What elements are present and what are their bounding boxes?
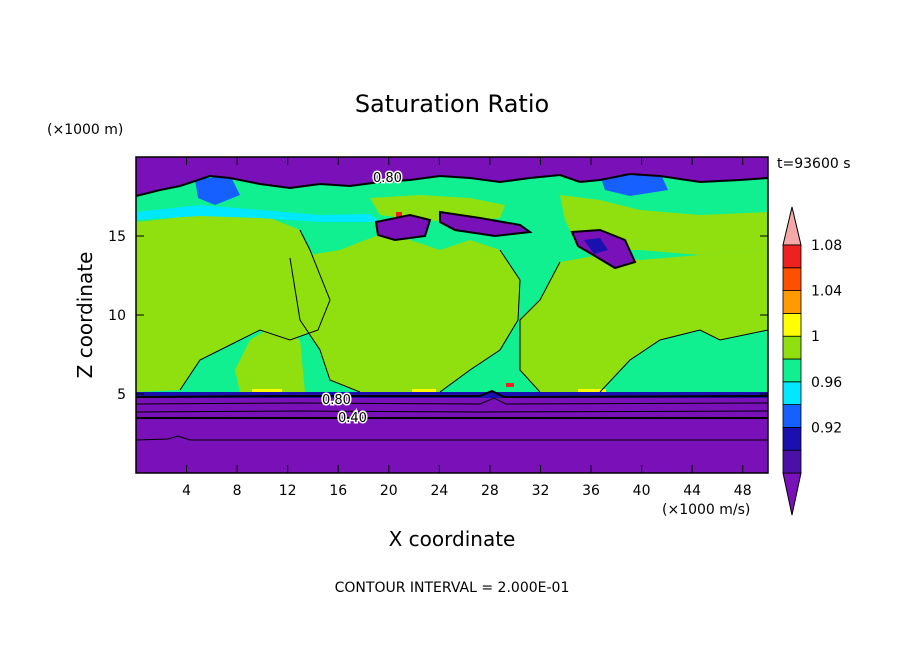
colorbar-band [782, 358, 802, 383]
contour-cloud-b [289, 257, 361, 393]
contour-0-20 [136, 435, 768, 441]
colorbar-band [782, 404, 802, 428]
colorbar-top-arrow [782, 206, 802, 246]
contour-pocket-c [570, 228, 637, 270]
region-green-a [136, 214, 330, 392]
contour-0-80 [136, 397, 768, 405]
contour-labels: 0.80 0.80 0.40 [321, 170, 404, 428]
contour-cloud-c [439, 249, 521, 393]
region-green-b [290, 234, 520, 392]
colorbar-band [782, 244, 802, 269]
region-green-f [235, 325, 305, 392]
colorbar-band [782, 267, 802, 291]
y-tick-label: 10 [108, 308, 126, 324]
y-units-label: (×1000 m) [47, 122, 123, 138]
dry-pocket-d [584, 238, 608, 254]
colorbar-label: 0.96 [811, 375, 842, 391]
chart-title: Saturation Ratio [355, 90, 549, 118]
x-tick-label: 16 [329, 483, 347, 499]
patch-yellow-a [252, 389, 282, 393]
x-tick-label: 44 [683, 483, 701, 499]
x-axis-title: X coordinate [389, 527, 516, 551]
patch-red [506, 383, 514, 387]
region-green-e [370, 195, 505, 222]
colorbar-label: 1.08 [811, 238, 842, 254]
colorbar-band [782, 335, 802, 360]
x-tick-label: 8 [233, 483, 242, 499]
x-tick-label: 32 [532, 483, 550, 499]
x-tick-label: 24 [430, 483, 448, 499]
x-tick-label: 48 [734, 483, 752, 499]
contour-0-60 [136, 410, 768, 413]
x-tick-label: 12 [279, 483, 297, 499]
colorbar-band [782, 449, 802, 474]
time-label: t=93600 s [777, 156, 851, 172]
region-green-c [520, 250, 768, 392]
y-tick-label: 15 [108, 229, 126, 245]
contour-cloud-e [599, 329, 768, 393]
x-units-label: (×1000 m/s) [662, 502, 750, 518]
dry-pocket-a [376, 215, 430, 240]
region-blue-b [600, 172, 668, 196]
colorbar-band [782, 290, 802, 314]
lower-layer-region [136, 392, 768, 473]
contour-base [136, 389, 768, 399]
colorbar-label: 1.04 [811, 284, 842, 300]
contour-pocket-a [374, 213, 432, 242]
plot-area [136, 157, 768, 473]
dry-pocket-b [440, 212, 530, 236]
region-blue-a [195, 175, 240, 205]
y-tick-label: 5 [117, 387, 126, 403]
base-blue-band [136, 392, 768, 398]
contour-upper [136, 172, 768, 197]
contour-pocket-b [439, 210, 533, 238]
y-axis-title: Z coordinate [73, 252, 97, 379]
x-tick-label: 20 [380, 483, 398, 499]
x-axis: 4 8 12 16 20 24 28 32 36 40 44 48 [182, 157, 752, 499]
colorbar-bottom-arrow [782, 472, 802, 516]
contour-label-0-40: 0.40 [338, 411, 367, 426]
patch-red-upper [396, 212, 402, 217]
region-cyan [136, 205, 380, 222]
x-tick-label: 36 [582, 483, 600, 499]
contour-cloud-d [519, 261, 561, 393]
y-axis: 5 10 15 [108, 229, 768, 403]
patch-yellow-c [578, 389, 606, 393]
colorbar-label: 1 [811, 329, 820, 345]
x-tick-label: 28 [481, 483, 499, 499]
contour-lines [136, 172, 768, 441]
contour-cloud-a [179, 229, 331, 391]
contour-label-0-80: 0.80 [322, 393, 351, 408]
x-tick-label: 4 [182, 483, 191, 499]
colorbar-band [782, 312, 802, 337]
colorbar-label: 0.92 [811, 420, 842, 436]
colorbar: 0.92 0.96 1 1.04 1.08 [782, 206, 842, 516]
colorbar-band [782, 426, 802, 451]
contour-label-upper: 0.80 [373, 171, 402, 186]
x-tick-label: 40 [633, 483, 651, 499]
patch-yellow-b [412, 389, 436, 393]
contour-interval-label: CONTOUR INTERVAL = 2.000E-01 [335, 580, 570, 596]
colorbar-band [782, 381, 802, 405]
